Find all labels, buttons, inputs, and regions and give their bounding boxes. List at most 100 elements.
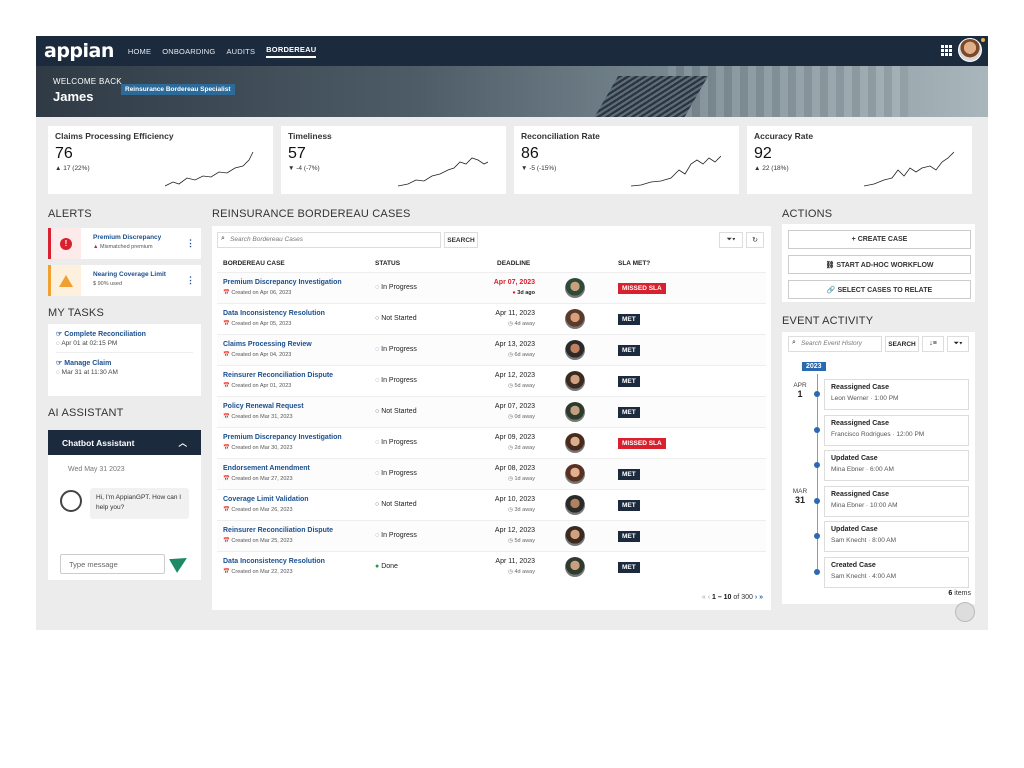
sla-badge: MET <box>618 500 640 511</box>
kpi-value: 57 <box>288 145 306 162</box>
table-row[interactable]: Coverage Limit Validation 📅 Created on Ma… <box>217 489 766 520</box>
chevron-up-icon[interactable]: ︿ <box>178 437 187 448</box>
kpi-delta: ▲ 22 (18%) <box>754 165 789 172</box>
nav-onboarding[interactable]: ONBOARDING <box>162 46 216 56</box>
table-row[interactable]: Endorsement Amendment 📅 Created on Mar 27… <box>217 458 766 489</box>
nav-bordereau[interactable]: BORDEREAU <box>266 45 317 58</box>
nav-home[interactable]: HOME <box>127 46 152 56</box>
col-header-status[interactable]: STATUS <box>375 260 401 267</box>
case-link[interactable]: Claims Processing Review <box>223 341 312 348</box>
event-card[interactable]: Updated Case Sam Knecht · 8:00 AM <box>824 521 969 552</box>
sla-badge: MET <box>618 531 640 542</box>
col-header-sla[interactable]: SLA MET? <box>618 260 651 267</box>
assignee-avatar[interactable] <box>565 464 585 484</box>
corner-action-icon[interactable] <box>955 602 975 622</box>
case-created: 📅 Created on Mar 26, 2023 <box>223 507 293 513</box>
case-link[interactable]: Premium Discrepancy Investigation <box>223 279 342 286</box>
sort-icon[interactable]: ↓≡ <box>922 336 944 352</box>
event-card[interactable]: Reassigned Case Mina Ebner · 10:00 AM <box>824 485 969 517</box>
case-link[interactable]: Reinsurer Reconciliation Dispute <box>223 372 334 379</box>
assignee-avatar[interactable] <box>565 402 585 422</box>
assignee-avatar[interactable] <box>565 433 585 453</box>
case-link[interactable]: Policy Renewal Request <box>223 403 304 410</box>
event-title: Reassigned Case <box>831 419 889 427</box>
cases-search-button[interactable]: SEARCH <box>444 232 478 248</box>
table-row[interactable]: Claims Processing Review 📅 Created on Apr… <box>217 334 766 365</box>
select-cases-button[interactable]: 🔗 SELECT CASES TO RELATE <box>788 280 971 299</box>
kebab-menu-icon[interactable]: ⋮ <box>186 238 195 248</box>
cases-search-input[interactable]: Search Bordereau Cases <box>217 232 441 248</box>
app-grid-icon[interactable] <box>941 45 952 56</box>
table-row[interactable]: Data Inconsistency Resolution 📅 Created o… <box>217 551 766 582</box>
kebab-menu-icon[interactable]: ⋮ <box>186 275 195 285</box>
event-card[interactable]: Reassigned Case Leon Werner · 1:00 PM <box>824 379 969 410</box>
case-link[interactable]: Reinsurer Reconciliation Dispute <box>223 527 334 534</box>
assignee-avatar[interactable] <box>565 526 585 546</box>
assignee-avatar[interactable] <box>565 340 585 360</box>
case-link[interactable]: Data Inconsistency Resolution <box>223 558 325 565</box>
status-cell: ○ Not Started <box>375 315 417 322</box>
status-cell: ◌ In Progress <box>375 346 417 353</box>
chatbot-header[interactable]: Chatbot Assistant ︿ <box>48 430 201 455</box>
timeline-dot <box>814 426 820 433</box>
alert-premium-discrepancy[interactable]: ! Premium Discrepancy ▲ Mismatched premi… <box>48 228 201 259</box>
deadline-cell: Apr 13, 2023 <box>494 341 535 348</box>
user-avatar[interactable] <box>958 38 982 62</box>
table-row[interactable]: Reinsurer Reconciliation Dispute 📅 Create… <box>217 365 766 396</box>
kpi-sparkline <box>165 151 254 187</box>
deadline-relative: ◷ 3d away <box>508 507 535 513</box>
assignee-avatar[interactable] <box>565 495 585 515</box>
appian-logo[interactable]: appian <box>44 39 114 62</box>
table-row[interactable]: Premium Discrepancy Investigation 📅 Creat… <box>217 427 766 458</box>
event-card[interactable]: Updated Case Mina Ebner · 6:00 AM <box>824 450 969 481</box>
case-link[interactable]: Coverage Limit Validation <box>223 496 309 503</box>
deadline-relative: ◷ 4d away <box>508 569 535 575</box>
create-case-button[interactable]: + CREATE CASE <box>788 230 971 249</box>
deadline-cell: Apr 07, 2023 <box>493 279 535 286</box>
events-search-button[interactable]: SEARCH <box>885 336 919 352</box>
filter-icon[interactable]: ⏷▾ <box>947 336 969 352</box>
events-search-input[interactable]: Search Event History <box>788 336 882 352</box>
event-sub: Leon Werner · 1:00 PM <box>831 395 899 402</box>
tasks-heading: MY TASKS <box>48 307 105 319</box>
kpi-title: Accuracy Rate <box>754 131 814 141</box>
task-link[interactable]: ☞ Manage Claim <box>56 360 112 367</box>
col-header-case[interactable]: BORDEREAU CASE <box>223 260 285 267</box>
event-card[interactable]: Reassigned Case Francisco Rodrigues · 12:… <box>824 414 969 446</box>
timeline-dot <box>814 497 820 504</box>
assignee-avatar[interactable] <box>565 557 585 577</box>
deadline-cell: Apr 08, 2023 <box>494 465 535 472</box>
kpi-delta: ▼ -4 (-7%) <box>288 165 320 172</box>
event-card[interactable]: Created Case Sam Knecht · 4:00 AM <box>824 556 969 588</box>
start-workflow-button[interactable]: ⛓ START AD-HOC WORKFLOW <box>788 255 971 274</box>
case-created: 📅 Created on Apr 01, 2023 <box>223 383 292 389</box>
ai-heading: AI ASSISTANT <box>48 407 124 419</box>
send-icon[interactable] <box>169 551 191 573</box>
filter-icon[interactable]: ⏷▾ <box>719 232 743 248</box>
chat-message-input[interactable]: Type message <box>60 554 165 574</box>
assignee-avatar[interactable] <box>565 278 585 298</box>
kpi-reconciliation: Reconciliation Rate 86 ▼ -5 (-15%) <box>514 126 739 194</box>
case-link[interactable]: Data Inconsistency Resolution <box>223 310 325 317</box>
event-title: Updated Case <box>831 455 878 462</box>
assignee-avatar[interactable] <box>565 371 585 391</box>
nav-audits[interactable]: AUDITS <box>226 46 256 56</box>
table-row[interactable]: Data Inconsistency Resolution 📅 Created o… <box>217 303 766 334</box>
col-header-deadline[interactable]: DEADLINE <box>497 260 531 267</box>
search-icon: ⌕ <box>792 339 796 346</box>
case-link[interactable]: Premium Discrepancy Investigation <box>223 434 342 441</box>
next-page-icon[interactable]: › » <box>754 594 763 601</box>
case-link[interactable]: Endorsement Amendment <box>223 465 310 472</box>
refresh-icon[interactable]: ↻ <box>746 232 764 248</box>
alert-coverage-limit[interactable]: Nearing Coverage Limit $ 90% used ⋮ <box>48 265 201 296</box>
timeline-dot <box>814 391 820 397</box>
assignee-avatar[interactable] <box>565 309 585 329</box>
table-row[interactable]: Premium Discrepancy Investigation 📅 Creat… <box>217 272 766 303</box>
kpi-title: Claims Processing Efficiency <box>55 131 174 141</box>
table-row[interactable]: Policy Renewal Request 📅 Created on Mar 3… <box>217 396 766 427</box>
deadline-relative: ◷ 2d away <box>508 445 535 451</box>
chatbot-title: Chatbot Assistant <box>62 437 135 448</box>
task-link[interactable]: ☞ Complete Reconciliation <box>56 331 146 338</box>
table-row[interactable]: Reinsurer Reconciliation Dispute 📅 Create… <box>217 520 766 551</box>
appiangpt-logo-icon <box>60 490 82 512</box>
